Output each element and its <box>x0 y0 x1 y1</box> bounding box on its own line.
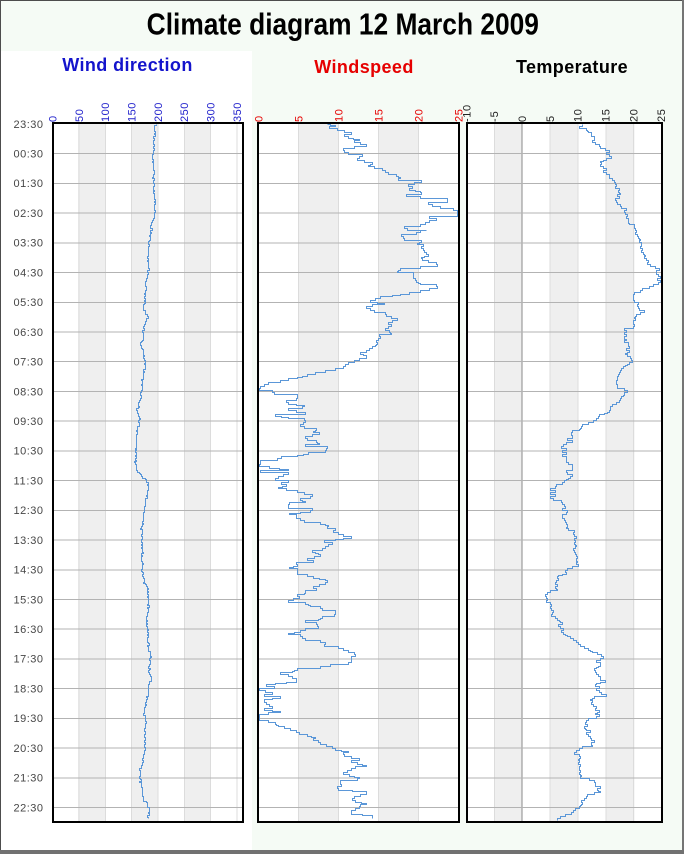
svg-text:09:30: 09:30 <box>14 416 44 428</box>
svg-text:03:30: 03:30 <box>14 238 44 250</box>
svg-text:Wind direction: Wind direction <box>62 55 192 75</box>
svg-text:17:30: 17:30 <box>14 654 44 666</box>
svg-text:18:30: 18:30 <box>14 683 44 695</box>
svg-text:15: 15 <box>373 109 385 122</box>
svg-text:0: 0 <box>517 116 529 122</box>
svg-text:350: 350 <box>232 103 244 122</box>
svg-text:25: 25 <box>656 109 668 122</box>
svg-text:15:30: 15:30 <box>14 594 44 606</box>
svg-text:01:30: 01:30 <box>14 178 44 190</box>
svg-text:50: 50 <box>74 109 86 122</box>
svg-text:-10: -10 <box>461 105 473 122</box>
svg-text:0: 0 <box>48 116 60 122</box>
svg-text:04:30: 04:30 <box>14 267 44 279</box>
svg-text:Climate diagram 12 March 2009: Climate diagram 12 March 2009 <box>147 8 539 42</box>
svg-text:10:30: 10:30 <box>14 446 44 458</box>
svg-text:06:30: 06:30 <box>14 327 44 339</box>
svg-text:19:30: 19:30 <box>14 713 44 725</box>
svg-text:200: 200 <box>153 103 165 122</box>
svg-text:00:30: 00:30 <box>14 149 44 161</box>
svg-text:22:30: 22:30 <box>14 802 44 814</box>
svg-text:12:30: 12:30 <box>14 505 44 517</box>
svg-text:0: 0 <box>253 116 265 122</box>
svg-text:21:30: 21:30 <box>14 773 44 785</box>
svg-text:10: 10 <box>573 109 585 122</box>
svg-text:20: 20 <box>413 109 425 122</box>
svg-text:-5: -5 <box>489 111 501 122</box>
svg-text:150: 150 <box>127 103 139 122</box>
svg-text:15: 15 <box>601 109 613 122</box>
svg-text:250: 250 <box>179 103 191 122</box>
svg-text:05:30: 05:30 <box>14 297 44 309</box>
svg-text:08:30: 08:30 <box>14 386 44 398</box>
svg-text:11:30: 11:30 <box>14 475 44 487</box>
svg-text:13:30: 13:30 <box>14 535 44 547</box>
svg-text:Windspeed: Windspeed <box>314 57 413 77</box>
svg-text:20: 20 <box>628 109 640 122</box>
svg-text:07:30: 07:30 <box>14 357 44 369</box>
svg-text:20:30: 20:30 <box>14 743 44 755</box>
svg-text:16:30: 16:30 <box>14 624 44 636</box>
svg-text:23:30: 23:30 <box>14 119 44 131</box>
svg-text:5: 5 <box>545 116 557 122</box>
svg-text:25: 25 <box>453 109 465 122</box>
svg-text:14:30: 14:30 <box>14 565 44 577</box>
svg-text:300: 300 <box>206 103 218 122</box>
svg-text:10: 10 <box>333 109 345 122</box>
svg-text:5: 5 <box>293 116 305 122</box>
svg-text:02:30: 02:30 <box>14 208 44 220</box>
svg-text:100: 100 <box>100 103 112 122</box>
svg-text:Temperature: Temperature <box>516 57 628 77</box>
